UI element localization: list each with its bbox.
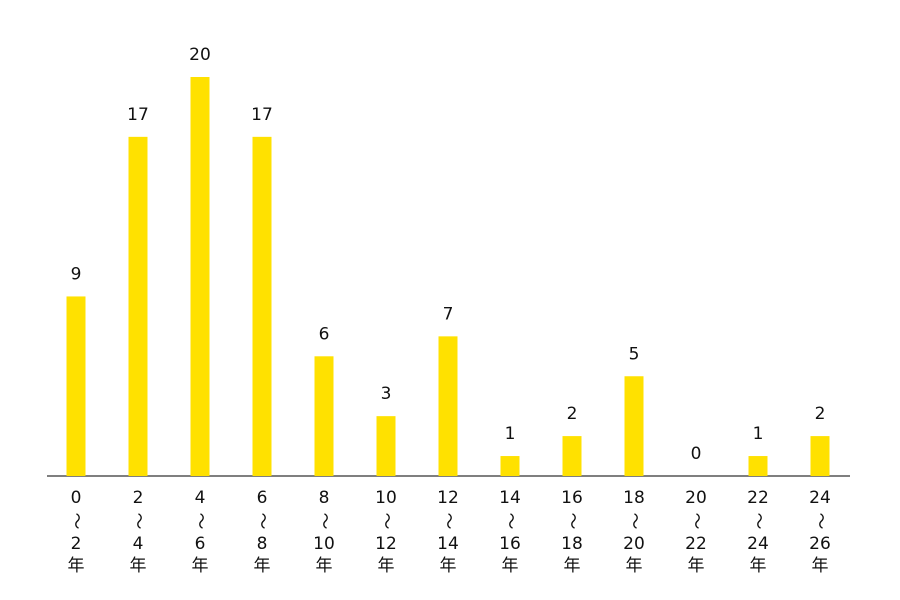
- x-tick-label: 年: [688, 556, 705, 576]
- x-tick-label: 12: [375, 534, 397, 554]
- bar: [810, 436, 830, 476]
- value-label: 1: [505, 424, 516, 444]
- x-tick-label: ～: [810, 513, 830, 530]
- x-tick-label: 22: [747, 488, 769, 508]
- value-label: 5: [629, 344, 640, 364]
- x-tick-label: ～: [128, 513, 148, 530]
- bar: [438, 336, 458, 476]
- x-tick-label: 8: [319, 488, 330, 508]
- value-label: 17: [127, 105, 149, 125]
- x-tick-label: 20: [685, 488, 707, 508]
- bar: [376, 416, 396, 476]
- x-tick-label: 年: [130, 556, 147, 576]
- x-tick-label: ～: [314, 513, 334, 530]
- value-label: 0: [691, 444, 702, 464]
- bar: [562, 436, 582, 476]
- value-label: 2: [815, 404, 826, 424]
- x-tick-label: 年: [564, 556, 581, 576]
- x-tick-label: ～: [686, 513, 706, 530]
- x-tick-label: 16: [499, 534, 521, 554]
- value-label: 6: [319, 324, 330, 344]
- x-tick-label: 18: [561, 534, 583, 554]
- x-tick-label: 14: [499, 488, 521, 508]
- x-tick-label: 年: [502, 556, 519, 576]
- x-tick-label: 2: [133, 488, 144, 508]
- bar: [252, 136, 272, 476]
- x-tick-label: 24: [747, 534, 769, 554]
- x-tick-label: 22: [685, 534, 707, 554]
- x-tick-label: 10: [313, 534, 335, 554]
- x-tick-label: ～: [562, 513, 582, 530]
- x-tick-label: ～: [500, 513, 520, 530]
- bar: [66, 296, 86, 476]
- x-tick-label: ～: [438, 513, 458, 530]
- value-label: 20: [189, 45, 211, 65]
- x-tick-label: 年: [68, 556, 85, 576]
- value-label: 9: [71, 264, 82, 284]
- x-tick-label: 年: [440, 556, 457, 576]
- x-tick-label: 年: [812, 556, 829, 576]
- x-tick-label: ～: [624, 513, 644, 530]
- x-tick-label: 6: [195, 534, 206, 554]
- x-tick-label: 12: [437, 488, 459, 508]
- x-tick-label: 6: [257, 488, 268, 508]
- x-tick-label: 4: [133, 534, 144, 554]
- value-label: 17: [251, 105, 273, 125]
- x-tick-label: 年: [192, 556, 209, 576]
- value-label: 7: [443, 304, 454, 324]
- bar: [500, 456, 520, 476]
- x-tick-label: 24: [809, 488, 831, 508]
- bar: [128, 136, 148, 476]
- x-tick-label: 年: [626, 556, 643, 576]
- x-tick-label: ～: [252, 513, 272, 530]
- value-label: 2: [567, 404, 578, 424]
- bar: [314, 356, 334, 476]
- x-tick-label: 年: [254, 556, 271, 576]
- x-tick-label: 4: [195, 488, 206, 508]
- x-tick-label: 年: [750, 556, 767, 576]
- x-tick-label: 年: [316, 556, 333, 576]
- value-label: 1: [753, 424, 764, 444]
- x-tick-label: 18: [623, 488, 645, 508]
- x-tick-label: 26: [809, 534, 831, 554]
- x-tick-label: 8: [257, 534, 268, 554]
- x-tick-label: ～: [376, 513, 396, 530]
- x-tick-label: 年: [378, 556, 395, 576]
- x-tick-label: 14: [437, 534, 459, 554]
- x-tick-label: ～: [190, 513, 210, 530]
- bar: [748, 456, 768, 476]
- x-tick-label: 0: [71, 488, 82, 508]
- x-tick-label: 16: [561, 488, 583, 508]
- value-label: 3: [381, 384, 392, 404]
- x-tick-label: 10: [375, 488, 397, 508]
- bar: [624, 376, 644, 476]
- x-tick-label: 2: [71, 534, 82, 554]
- x-tick-label: 20: [623, 534, 645, 554]
- bar: [190, 77, 210, 476]
- x-tick-label: ～: [66, 513, 86, 530]
- x-tick-label: ～: [748, 513, 768, 530]
